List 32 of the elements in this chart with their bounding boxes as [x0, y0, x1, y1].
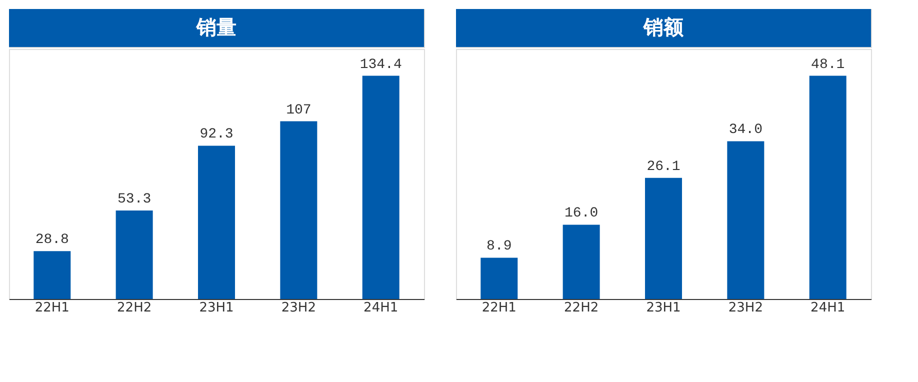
x-tick-label: 22H1 — [34, 300, 70, 316]
bar — [280, 121, 318, 299]
data-label: 134.4 — [360, 56, 402, 73]
x-tick-label: 22H1 — [482, 300, 516, 316]
bar — [727, 141, 764, 299]
x-tick-label: 23H2 — [728, 300, 763, 316]
chart-title: 销额 — [642, 15, 684, 39]
data-label: 53.3 — [118, 191, 152, 208]
data-label: 16.0 — [564, 206, 598, 222]
data-label: 92.3 — [200, 126, 234, 143]
x-tick-label: 22H2 — [564, 300, 599, 316]
data-label: 34.0 — [728, 122, 762, 138]
bar — [116, 210, 153, 299]
data-label: 48.1 — [811, 56, 845, 73]
bar — [645, 178, 682, 299]
x-tick-label: 24H1 — [364, 300, 398, 316]
bar — [480, 258, 518, 299]
x-tick-label: 23H2 — [281, 300, 316, 316]
data-label: 26.1 — [646, 158, 680, 175]
x-tick-label: 24H1 — [810, 300, 846, 316]
chart-title: 销量 — [196, 15, 236, 39]
bar — [562, 224, 600, 299]
data-label: 28.8 — [35, 232, 69, 248]
data-label: 107 — [286, 102, 312, 118]
x-tick-label: 23H1 — [199, 300, 234, 316]
bar — [809, 76, 846, 299]
data-label: 8.9 — [486, 238, 512, 255]
bar — [362, 76, 400, 299]
x-tick-label: 23H1 — [646, 300, 681, 316]
bar — [198, 146, 235, 299]
x-tick-label: 22H2 — [117, 300, 152, 316]
bar — [34, 251, 71, 299]
